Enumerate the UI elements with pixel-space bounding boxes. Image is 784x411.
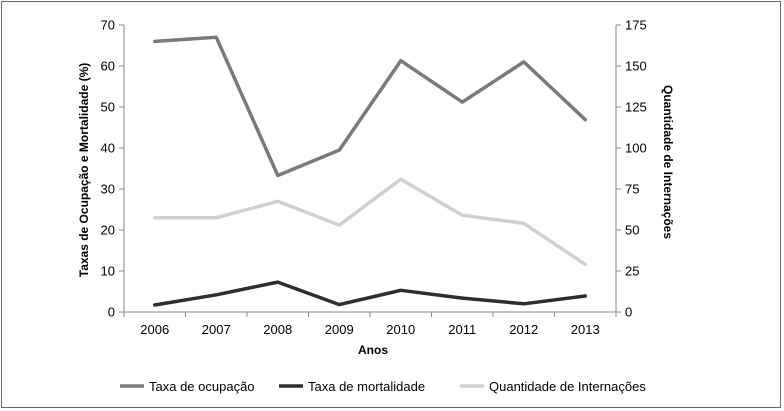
- series-line-3: [153, 177, 588, 267]
- y-right-tick-label: 150: [625, 59, 647, 74]
- x-tick-label: 2007: [202, 322, 231, 337]
- legend: Taxa de ocupação Taxa de mortalidade Quant…: [120, 379, 646, 394]
- y-right-tick-label: 50: [625, 223, 639, 238]
- y-axis-right-title: Quantidade de Internações: [661, 85, 675, 239]
- series-line-1: [153, 35, 588, 178]
- legend-item-1: Taxa de ocupação: [120, 379, 255, 394]
- legend-item-3: Quantidade de Internações: [460, 379, 646, 394]
- x-tick-label: 2011: [448, 322, 476, 337]
- tick-labels: 0 10 20 30 40 50 60 70 0 25 50 75 100 125 150 175 2006 20…: [101, 18, 647, 338]
- series-lines: [153, 35, 588, 307]
- y-right-tick-label: 175: [625, 18, 647, 33]
- legend-item-2: Taxa de mortalidade: [279, 379, 425, 394]
- y-right-tick-label: 75: [625, 182, 639, 197]
- y-right-tick-label: 25: [625, 264, 639, 279]
- series-line-2: [153, 280, 588, 307]
- y-right-tick-label: 0: [625, 305, 632, 320]
- legend-label: Quantidade de Internações: [489, 379, 646, 394]
- chart-axes: [119, 24, 621, 317]
- y-left-tick-label: 30: [101, 182, 115, 197]
- x-tick-label: 2013: [571, 322, 600, 337]
- y-left-tick-label: 0: [108, 305, 115, 320]
- y-left-tick-label: 70: [101, 18, 115, 33]
- y-axis-left-title: Taxas de Ocupação e Mortalidade (%): [77, 63, 91, 278]
- x-tick-label: 2010: [386, 322, 415, 337]
- x-tick-label: 2012: [509, 322, 538, 337]
- y-left-tick-label: 60: [101, 59, 115, 74]
- y-left-tick-label: 40: [101, 141, 115, 156]
- x-tick-label: 2009: [325, 322, 354, 337]
- x-tick-label: 2008: [263, 322, 292, 337]
- x-axis-title: Anos: [358, 343, 388, 357]
- y-right-tick-label: 125: [625, 100, 647, 115]
- x-tick-label: 2006: [140, 322, 169, 337]
- y-left-tick-label: 20: [101, 223, 115, 238]
- y-right-tick-label: 100: [625, 141, 647, 156]
- y-left-tick-label: 50: [101, 100, 115, 115]
- legend-label: Taxa de mortalidade: [308, 379, 425, 394]
- legend-label: Taxa de ocupação: [149, 379, 255, 394]
- y-left-tick-label: 10: [101, 264, 115, 279]
